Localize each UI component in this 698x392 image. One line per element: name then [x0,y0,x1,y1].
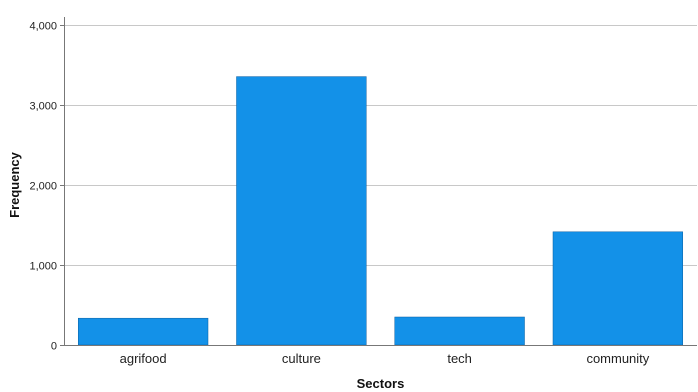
x-tick-label: tech [447,351,472,366]
gridlines [64,25,697,266]
x-tick-labels: agrifood culture tech community [120,351,650,366]
x-tick-label: culture [282,351,321,366]
bar-culture [236,76,367,346]
x-tick-label: agrifood [120,351,167,366]
x-tick-label: community [586,351,649,366]
bar-tech [394,316,525,346]
y-tick-label: 0 [51,341,57,353]
y-tick-label: 4,000 [29,21,57,33]
y-tick-label: 1,000 [29,261,57,273]
bars [77,76,684,346]
y-tick-label: 2,000 [29,181,57,193]
axes [64,17,697,346]
bar-agrifood [77,317,209,346]
y-tick-labels: 0 1,000 2,000 3,000 4,000 [29,21,64,353]
y-axis-title: Frequency [7,151,22,218]
y-tick-label: 3,000 [29,101,57,113]
bar-community [552,231,684,346]
x-axis-title: Sectors [357,376,405,391]
